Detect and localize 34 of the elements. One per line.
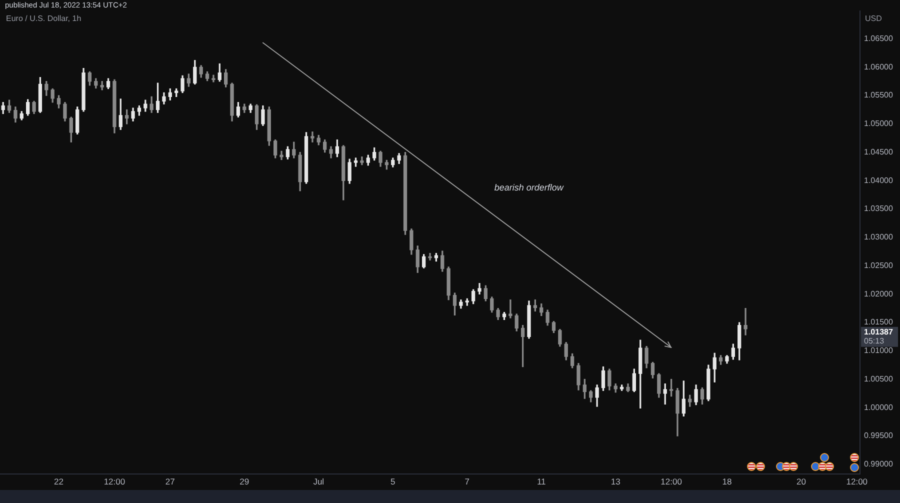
y-tick-label: 1.04000 (864, 176, 894, 185)
x-tick-label: 29 (240, 476, 250, 486)
x-tick-label: 12:00 (846, 476, 868, 486)
y-tick-label: 1.02500 (864, 260, 894, 270)
x-tick-label: 5 (390, 476, 396, 486)
y-tick-label: 1.06500 (864, 34, 894, 44)
y-tick-label: 1.05000 (864, 119, 894, 128)
y-tick-label: 1.06000 (864, 62, 894, 72)
x-tick-label: 20 (796, 476, 806, 486)
y-tick-label: 1.02000 (864, 289, 894, 298)
x-tick-label: 12:00 (660, 476, 682, 486)
y-tick-label: 1.03500 (864, 204, 894, 214)
x-tick-label: 22 (54, 476, 64, 486)
x-tick-label: 12:00 (104, 476, 126, 486)
y-tick-label: 0.99000 (864, 460, 894, 469)
y-tick-label: 1.05500 (864, 90, 894, 100)
y-axis-title: USD (865, 14, 882, 24)
x-tick-label: 18 (722, 476, 732, 486)
text: Euro / U.S. Dollar, 1h (6, 14, 82, 24)
x-tick-label: 11 (536, 476, 546, 486)
text: 1.01387 (864, 328, 894, 337)
x-tick-label: Jul (313, 476, 324, 486)
y-tick-label: 0.99500 (864, 431, 894, 440)
y-tick-label: 1.00000 (864, 402, 894, 412)
y-tick-label: 1.01000 (864, 346, 894, 356)
x-tick-label: 13 (610, 476, 621, 486)
x-tick-label: 7 (464, 476, 470, 486)
y-tick-label: 1.03000 (864, 232, 894, 242)
y-tick-label: 1.04500 (864, 147, 894, 156)
y-tick-label: 1.01500 (864, 318, 894, 327)
candlestick (744, 308, 748, 336)
text: 05:13 (864, 336, 885, 346)
y-tick-label: 1.00500 (864, 374, 894, 384)
x-tick-label: 27 (165, 476, 176, 486)
